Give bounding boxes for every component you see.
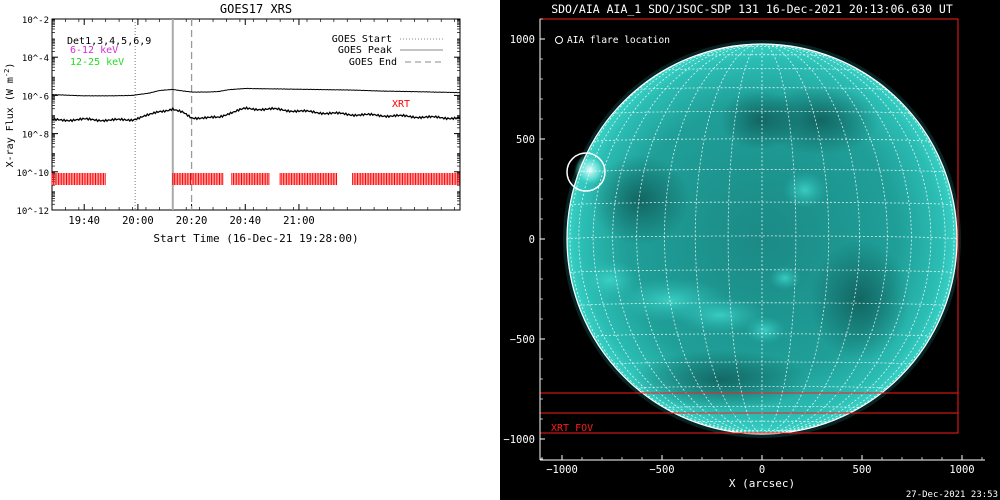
goes-y-axis-label: X-ray Flux (W m-2) xyxy=(3,63,16,168)
goes-series-line xyxy=(52,87,460,97)
grid-longitude-line xyxy=(727,44,763,434)
grid-longitude-line xyxy=(761,44,830,434)
aia-y-axis: −1000 −500 0 500 1000 xyxy=(503,18,545,460)
aia-y-tick-label: 500 xyxy=(516,134,535,146)
flare-bright-region xyxy=(574,154,606,186)
aia-y-tick-label: 1000 xyxy=(510,34,535,46)
goes-y-tick-label: 10^-8 xyxy=(22,131,49,141)
goes-x-tick-label: 20:20 xyxy=(176,215,208,227)
goes-time-markers xyxy=(134,19,193,210)
generation-timestamp: 27-Dec-2021 23:53 xyxy=(906,490,998,500)
aia-plot-title: SDO/AIA AIA_1 SDO/JSOC-SDP 131 16-Dec-20… xyxy=(551,2,953,16)
grid-longitude-line xyxy=(592,44,763,434)
xrt-coverage-ticks xyxy=(51,173,460,185)
goes-x-tick-label: 21:00 xyxy=(283,215,315,227)
grid-longitude-line xyxy=(761,44,955,434)
grid-latitude-line xyxy=(578,169,946,173)
aia-image-panel: SDO/AIA AIA_1 SDO/JSOC-SDP 131 16-Dec-20… xyxy=(503,2,998,500)
det-label: Det1,3,4,5,6,9 xyxy=(67,36,151,47)
grid-longitude-line xyxy=(761,44,932,434)
grid-latitude-line xyxy=(592,138,932,142)
grid-longitude-line xyxy=(761,44,860,434)
grid-latitude-line xyxy=(567,235,957,240)
grid-longitude-line xyxy=(612,44,763,434)
svg-text:X-ray Flux (W m-2): X-ray Flux (W m-2) xyxy=(3,63,16,168)
goes-y-tick-label: 10^-4 xyxy=(22,54,49,64)
goes-plot-frame xyxy=(51,18,461,211)
grid-longitude-line xyxy=(761,44,946,434)
grid-longitude-line xyxy=(636,44,763,434)
grid-longitude-line xyxy=(578,44,763,434)
grid-latitude-line xyxy=(695,420,829,423)
goes-y-tick-label: 10^-2 xyxy=(22,16,49,26)
aia-x-tick-label: 500 xyxy=(853,464,872,476)
goes-y-tick-label: 10^-10 xyxy=(16,169,49,179)
grid-longitude-line xyxy=(569,44,763,434)
xrt-fov-label: XRT FOV xyxy=(551,423,593,434)
legend-goes-end: GOES End xyxy=(349,57,397,68)
goes-x-tick-label: 20:00 xyxy=(122,215,154,227)
aia-y-tick-label: −1000 xyxy=(503,434,535,446)
flare-legend-text: AIA flare location xyxy=(567,35,670,46)
aia-y-tick-label: 0 xyxy=(529,234,535,246)
goes-series-line xyxy=(52,106,460,123)
goes-x-tick-label: 20:40 xyxy=(229,215,261,227)
goes-plot-title: GOES17 XRS xyxy=(220,2,292,16)
aia-x-axis: −1000 −500 0 500 1000 xyxy=(541,455,983,476)
aia-x-axis-label: X (arcsec) xyxy=(729,477,795,490)
xrt-label: XRT xyxy=(392,99,410,110)
solar-limb xyxy=(566,43,958,435)
goes-x-axis: 19:40 20:00 20:20 20:40 21:00 xyxy=(51,19,455,227)
aia-x-tick-label: 1000 xyxy=(949,464,974,476)
grid-longitude-line xyxy=(761,44,797,434)
energy-low-label: 6-12 keV xyxy=(70,45,118,56)
goes-x-tick-label: 19:40 xyxy=(68,215,100,227)
aia-x-tick-label: −500 xyxy=(649,464,674,476)
grid-longitude-line xyxy=(761,44,888,434)
flare-location-circle xyxy=(566,152,606,192)
grid-latitude-line xyxy=(636,87,888,90)
heliographic-grid xyxy=(567,44,957,434)
legend-goes-start: GOES Start xyxy=(332,34,392,45)
goes-x-axis-label: Start Time (16-Dec-21 19:28:00) xyxy=(153,232,358,245)
aia-x-tick-label: −1000 xyxy=(546,464,578,476)
solar-features xyxy=(580,85,910,410)
aia-x-tick-label: 0 xyxy=(759,464,765,476)
energy-high-label: 12-25 keV xyxy=(70,57,124,68)
flare-legend-symbol xyxy=(555,36,563,44)
goes-y-tick-label: 10^-6 xyxy=(22,92,49,102)
goes-y-tick-label: 10^-12 xyxy=(16,207,49,217)
aia-y-tick-label: −500 xyxy=(510,334,535,346)
goes-lightcurve-panel: GOES17 XRS 10^-1210^-1010^-810^-610^-410… xyxy=(3,2,461,245)
grid-longitude-line xyxy=(761,44,912,434)
goes-y-axis: 10^-12 10^-10 10^-8 10^-6 10^-4 10^-2 xyxy=(16,16,460,217)
grid-longitude-line xyxy=(664,44,763,434)
solar-disk xyxy=(563,40,961,438)
grid-longitude-line xyxy=(694,44,763,434)
legend-goes-peak: GOES Peak xyxy=(338,45,392,56)
grid-latitude-line xyxy=(578,302,946,306)
goes-series xyxy=(52,87,460,123)
